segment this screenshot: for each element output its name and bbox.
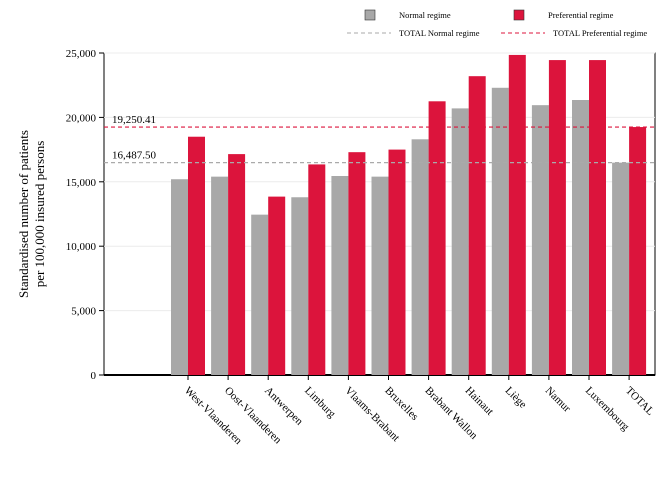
legend-label: Preferential regime [548, 10, 614, 20]
legend-swatch [513, 9, 525, 21]
bar-preferential [508, 54, 526, 375]
x-tick-label: Limburg [302, 385, 338, 421]
x-tick-label: Bruxelles [382, 385, 420, 423]
bar-normal [251, 214, 269, 375]
bar-normal [211, 176, 229, 375]
legend-label: TOTAL Preferential regime [553, 28, 647, 38]
bar-preferential [548, 60, 566, 376]
bar-normal [171, 179, 188, 375]
reference-line-label: 19,250.41 [112, 114, 156, 126]
y-tick-label: 15,000 [66, 177, 97, 189]
bar-preferential [308, 164, 326, 375]
y-tick-label: 0 [91, 370, 97, 382]
bar-normal [331, 176, 349, 375]
y-tick-label: 5,000 [71, 306, 96, 318]
bar-preferential [589, 60, 606, 376]
bar-normal [491, 87, 509, 375]
y-axis-title-line: per 100,000 insured persons [32, 141, 47, 288]
legend-label: TOTAL Normal regime [399, 28, 480, 38]
bar-normal [572, 100, 589, 376]
bar-preferential [268, 196, 286, 375]
x-tick-label: Liège [503, 385, 529, 411]
y-tick-label: 10,000 [66, 241, 97, 253]
bar-normal [531, 105, 549, 375]
x-tick-label: Hainaut [463, 385, 496, 418]
bar-preferential [428, 101, 446, 376]
bar-normal [411, 139, 429, 375]
x-tick-label: TOTAL [623, 385, 656, 418]
y-axis-title-line: Standardised number of patients [16, 130, 31, 298]
x-tick-label: Namur [543, 385, 573, 415]
legend-label: Normal regime [399, 10, 451, 20]
bar-normal [612, 162, 630, 375]
y-tick-label: 20,000 [66, 112, 97, 124]
legend-swatch [364, 9, 376, 21]
bar-preferential [629, 127, 647, 375]
bar-preferential [348, 152, 366, 375]
bar-preferential [228, 154, 246, 375]
bar-preferential [188, 136, 205, 375]
bar-preferential [388, 149, 406, 375]
y-tick-label: 25,000 [66, 48, 97, 60]
bar-normal [371, 176, 389, 375]
bar-normal [291, 197, 309, 375]
y-axis-title: Standardised number of patientsper 100,0… [16, 130, 47, 298]
reference-line-label: 16,487.50 [112, 150, 157, 162]
bar-preferential [468, 76, 486, 376]
bar-normal [451, 108, 469, 375]
